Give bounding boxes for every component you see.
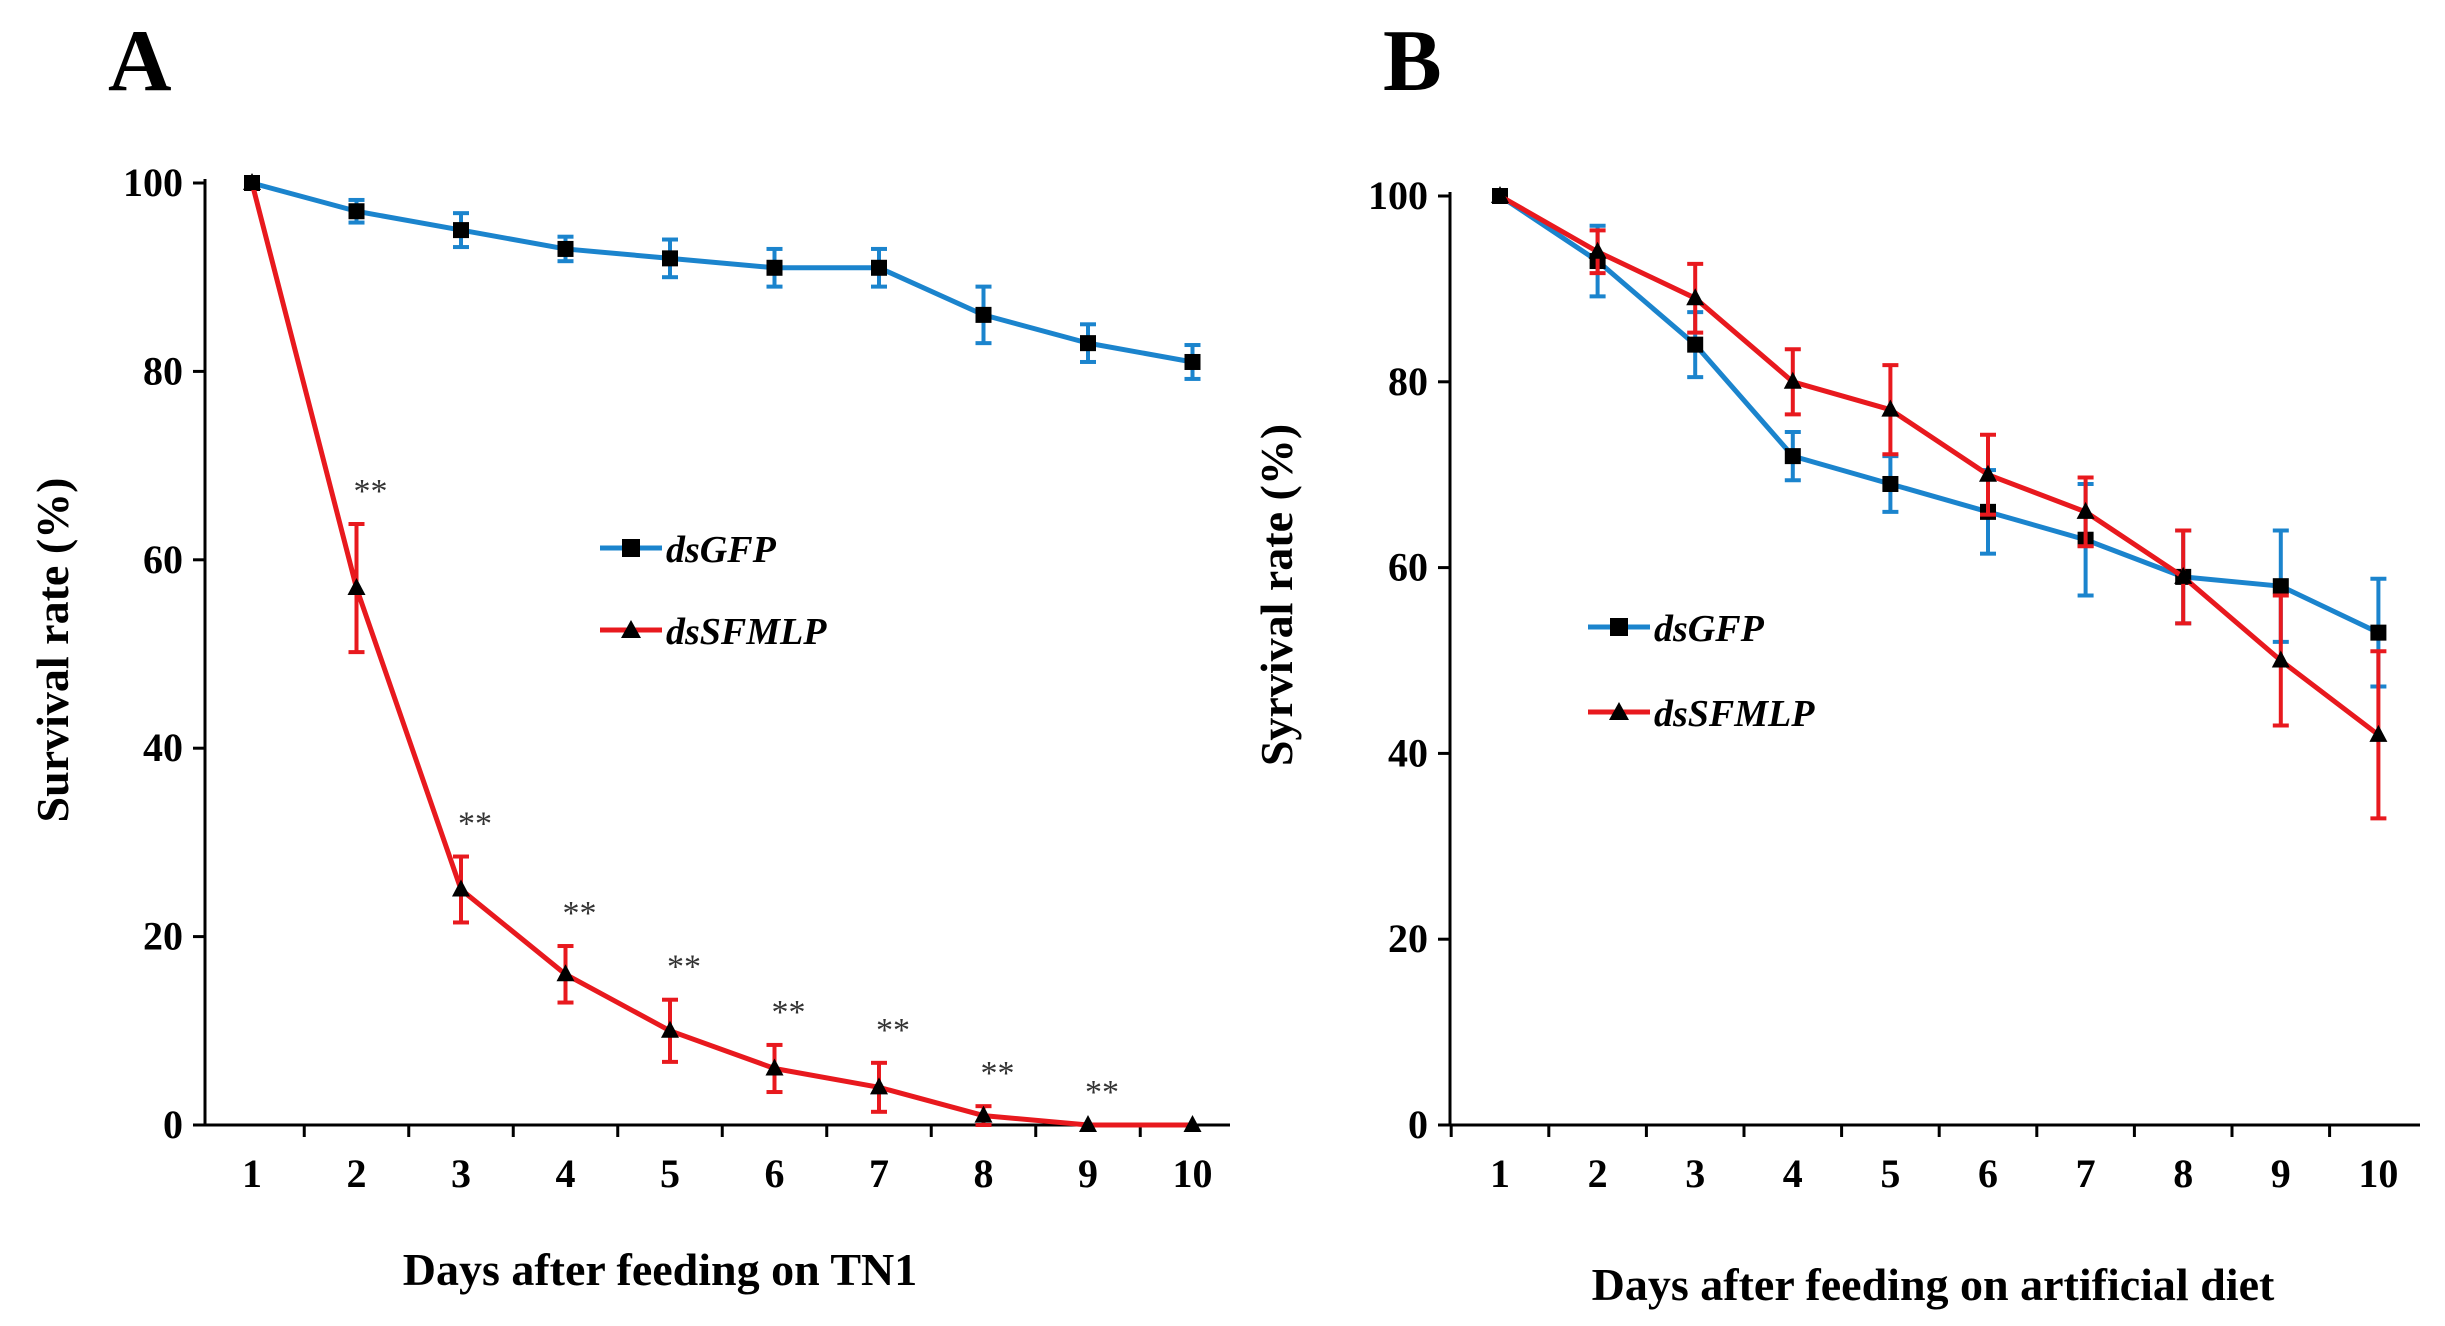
panel-a-series-dsgfp-point [975, 306, 992, 323]
panel-a-significance-annotation: ** [354, 473, 388, 510]
panel-a-ytick-label: 0 [163, 1102, 183, 1147]
panel-a-series-dssfmlp-point [1079, 1115, 1097, 1132]
panel-a-series-dssfmlp-point [765, 1058, 784, 1076]
panel-b-label: B [1383, 13, 1442, 110]
panel-a-ytick-label: 60 [143, 537, 183, 582]
panel-a-series-dssfmlp-point [452, 879, 470, 897]
panel-a-xtick-label: 2 [347, 1151, 367, 1196]
panel-a-legend-marker-dsgfp [622, 539, 640, 557]
panel-a-significance-annotation: ** [772, 994, 806, 1031]
panel-b-series-dsgfp-line [1498, 193, 2380, 635]
panel-a-series-dsgfp-point [871, 259, 887, 276]
panel-a-xtick-label: 7 [869, 1151, 889, 1196]
panel-a-series-dsgfp-point [662, 250, 678, 267]
panel-b-xtick-label: 8 [2173, 1151, 2193, 1196]
panel-b-xtick-label: 2 [1588, 1151, 1608, 1196]
panel-a-series-dsgfp-point [348, 203, 365, 220]
panel-b-xtick-label: 4 [1783, 1151, 1803, 1196]
panel-b-xlabel: Days after feeding on artificial diet [1592, 1259, 2275, 1310]
panel-b-series-dssfmlp-point [1588, 241, 1607, 259]
panel-a-series-dsgfp-point [766, 259, 783, 276]
panel-b-series-dsgfp-point [1882, 475, 1899, 492]
panel-a-series-dsgfp-line [251, 180, 1193, 365]
panel-b-series-dssfmlp-point [2369, 724, 2388, 742]
panel-a-series-dssfmlp-line [249, 182, 1193, 1128]
panel-a-xtick-label: 1 [242, 1151, 262, 1196]
panel-b-ytick-label: 80 [1388, 359, 1428, 404]
panel-a-series-dssfmlp-point [870, 1077, 888, 1095]
panel-a-label: A [108, 13, 172, 110]
panel-b-series-dssfmlp-point [1783, 371, 1802, 389]
panel-a-xtick-label: 9 [1078, 1151, 1098, 1196]
panel-b-legend: dsGFP dsSFMLP [1588, 608, 1815, 735]
panel-a-xtick-label: 5 [660, 1151, 680, 1196]
panel-a-xtick-label: 4 [556, 1151, 576, 1196]
panel-b-series-dssfmlp-point [1881, 399, 1900, 417]
panel-a-ytick-label: 80 [143, 348, 183, 393]
panel-a-ytick-label: 20 [143, 914, 183, 959]
plot-marks: 0 20 40 60 80 100 1 2 3 4 5 6 7 8 9 10 ** ** ** ** ** ** ** ** 0… [123, 160, 2420, 1196]
panel-a-xtick-label: 10 [1173, 1151, 1213, 1196]
panel-a-legend-label-dssfmlp: dsSFMLP [666, 611, 827, 653]
panel-b-series-dssfmlp-point [2271, 650, 2290, 668]
panel-b-legend-label-dsgfp: dsGFP [1654, 608, 1765, 650]
panel-b-xtick-label: 5 [1880, 1151, 1900, 1196]
panel-b-xtick-label: 9 [2271, 1151, 2291, 1196]
panel-a: A Survival rate (%) Days after feeding o… [27, 13, 917, 1295]
panel-b-xtick-label: 1 [1490, 1151, 1510, 1196]
panel-a-significance-annotation: ** [458, 806, 492, 843]
panel-b-series-dsgfp-point [2370, 624, 2387, 641]
panel-b-ytick-label: 20 [1388, 916, 1428, 961]
panel-b-series-dssfmlp-line [1498, 193, 2380, 737]
panel-b-legend-marker-dsgfp [1610, 618, 1628, 636]
panel-b-xtick-label: 6 [1978, 1151, 1998, 1196]
panel-b-ytick-label: 100 [1368, 173, 1428, 218]
panel-b-ytick-label: 60 [1388, 545, 1428, 590]
panel-a-xtick-label: 3 [451, 1151, 471, 1196]
panel-a-series-dssfmlp-point [974, 1105, 993, 1123]
panel-a-series-dsgfp-point [557, 240, 574, 257]
panel-a-significance-annotation: ** [667, 949, 701, 986]
panel-b-xtick-label: 10 [2358, 1151, 2398, 1196]
panel-b-series-dsgfp-point [1687, 336, 1704, 353]
panel-b-ylabel: Syrvival rate (%) [1251, 424, 1302, 766]
panel-b-xtick-label: 3 [1685, 1151, 1705, 1196]
panel-b-ytick-label: 40 [1388, 730, 1428, 775]
panel-a-ylabel: Survival rate (%) [27, 478, 78, 823]
panel-b-xtick-label: 7 [2076, 1151, 2096, 1196]
panel-a-legend-label-dsgfp: dsGFP [666, 529, 777, 571]
panel-a-significance-annotation: ** [876, 1012, 910, 1049]
panel-b-series-dssfmlp-point [1979, 464, 1997, 482]
panel-a-legend: dsGFP dsSFMLP [600, 529, 827, 653]
panel-b-series-dssfmlp-point [2174, 566, 2193, 584]
panel-a-xtick-label: 8 [974, 1151, 994, 1196]
panel-b-series-dsgfp-point [2272, 578, 2289, 595]
panel-a-significance-annotation: ** [981, 1055, 1015, 1092]
panel-a-xlabel: Days after feeding on TN1 [403, 1244, 918, 1295]
panel-a-series-dssfmlp-point [1183, 1115, 1202, 1132]
panel-a-legend-marker-dssfmlp [621, 620, 641, 638]
panel-a-series-dsgfp-point [453, 222, 469, 239]
panel-a-ytick-label: 40 [143, 725, 183, 770]
panel-b-series-dssfmlp-point [1686, 288, 1705, 306]
panel-b: B Syrvival rate (%) Days after feeding o… [1251, 13, 2275, 1310]
panel-a-series-dssfmlp-point [556, 964, 575, 982]
panel-b-series-dsgfp-point [1784, 448, 1801, 465]
panel-a-significance-annotation: ** [1085, 1074, 1119, 1111]
panel-a-series-dssfmlp-point [243, 173, 261, 190]
panel-a-series-dssfmlp-point [661, 1020, 679, 1038]
panel-b-series-dssfmlp-point [2076, 501, 2095, 519]
panel-a-ytick-label: 100 [123, 160, 183, 205]
panel-b-ytick-label: 0 [1408, 1102, 1428, 1147]
panel-a-series-dsgfp-point [1184, 353, 1201, 370]
panel-b-series-dssfmlp-point [1491, 186, 1509, 203]
panel-a-series-dssfmlp-point [347, 578, 366, 596]
panel-a-series-dsgfp-point [1080, 335, 1096, 352]
panel-b-legend-label-dssfmlp: dsSFMLP [1654, 693, 1815, 735]
panel-a-xtick-label: 6 [765, 1151, 785, 1196]
panel-a-significance-annotation: ** [563, 895, 597, 932]
panel-b-legend-marker-dssfmlp [1609, 702, 1629, 720]
